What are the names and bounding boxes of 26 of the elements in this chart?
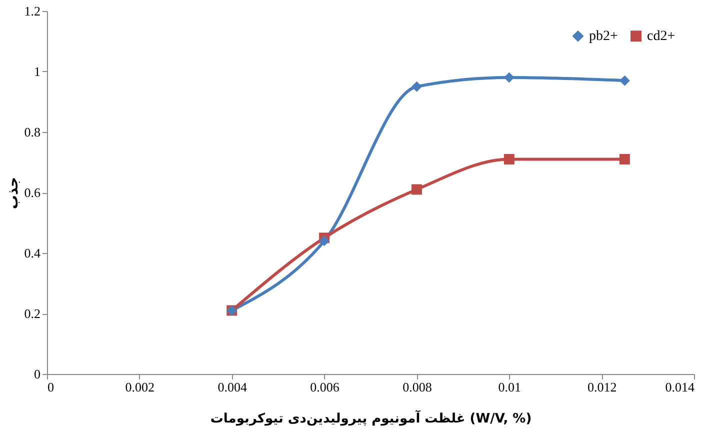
x-tick-label: 0.004 — [218, 380, 248, 394]
x-tick-label: 0.012 — [587, 380, 617, 394]
point — [411, 184, 422, 195]
point — [619, 75, 630, 86]
legend-label: pb2+ — [589, 29, 618, 44]
x-tick-label: 0.01 — [498, 380, 522, 394]
point — [504, 154, 514, 164]
y-tick-label: 1 — [34, 64, 40, 79]
point — [319, 236, 330, 246]
x-tick-label: 0.014 — [665, 380, 695, 394]
x-tick-label: 0.008 — [402, 380, 432, 394]
point — [411, 81, 422, 92]
x-tick-label: 0.002 — [125, 380, 155, 394]
y-tick-label: 0.8 — [24, 124, 40, 140]
y-tick-label: 0.6 — [24, 185, 41, 200]
point — [619, 154, 630, 164]
point — [504, 72, 514, 83]
y-axis-title: جذب — [5, 176, 22, 210]
legend-label: cd2+ — [647, 29, 676, 44]
y-tick-label: 1.2 — [24, 4, 40, 18]
x-tick-label: 0 — [48, 380, 54, 394]
x-tick-label: 0.006 — [310, 380, 340, 394]
y-tick-label: 0.2 — [24, 306, 40, 321]
x-axis-title: غلظت آمونیوم پیرولیدین‌دی تیوکربومات (W/V, %) — [210, 410, 532, 426]
y-tick-label: 0.4 — [24, 246, 41, 260]
y-tick-label: 0 — [34, 366, 40, 382]
